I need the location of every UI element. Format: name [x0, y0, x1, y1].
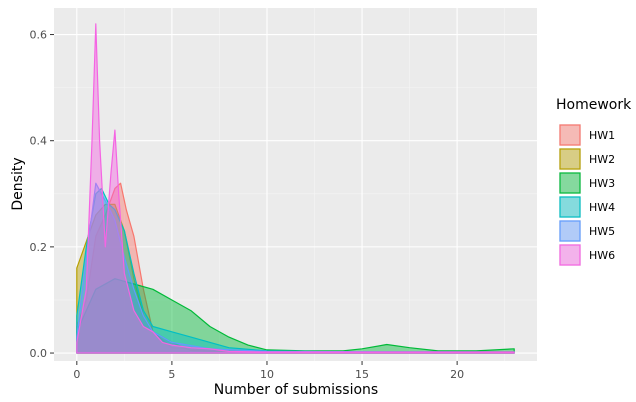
- x-tick-label: 20: [450, 368, 464, 381]
- panel-background: [54, 8, 537, 361]
- legend-label-hw6: HW6: [589, 249, 615, 262]
- x-tick-label: 5: [168, 368, 175, 381]
- legend-label-hw2: HW2: [589, 153, 615, 166]
- legend-key-background: [559, 196, 581, 218]
- legend-key-hw2: [559, 148, 581, 170]
- legend-key-hw3: [559, 172, 581, 194]
- legend-key-hw5: [559, 220, 581, 242]
- legend-label-hw1: HW1: [589, 129, 615, 142]
- density-areas: [76, 23, 515, 354]
- density-area-hw3: [76, 278, 515, 354]
- x-tick-label: 0: [73, 368, 80, 381]
- legend-title: Homework: [556, 97, 632, 113]
- legend-label-hw3: HW3: [589, 177, 615, 190]
- legend-label-hw4: HW4: [589, 201, 615, 214]
- legend-key-background: [559, 124, 581, 146]
- legend-key-background: [559, 244, 581, 266]
- x-tick-label: 10: [260, 368, 274, 381]
- y-tick-label: 0.6: [30, 29, 48, 42]
- density-area-hw6: [76, 23, 515, 354]
- legend: Homework HW1 HW2 HW3 HW4 HW5 HW6: [556, 97, 632, 266]
- axes: 0 5 10 15 20 0.0 0.2 0.4 0.6: [30, 29, 465, 381]
- legend-key-hw4: [559, 196, 581, 218]
- legend-key-background: [559, 220, 581, 242]
- x-axis-title: Number of submissions: [214, 382, 378, 398]
- legend-label-hw5: HW5: [589, 225, 615, 238]
- y-tick-label: 0.4: [30, 135, 48, 148]
- x-tick-label: 15: [355, 368, 369, 381]
- y-axis-title: Density: [10, 157, 26, 210]
- y-tick-label: 0.2: [30, 241, 48, 254]
- legend-key-hw6: [559, 244, 581, 266]
- legend-key-hw1: [559, 124, 581, 146]
- legend-key-background: [559, 148, 581, 170]
- legend-key-background: [559, 172, 581, 194]
- y-tick-label: 0.0: [30, 347, 48, 360]
